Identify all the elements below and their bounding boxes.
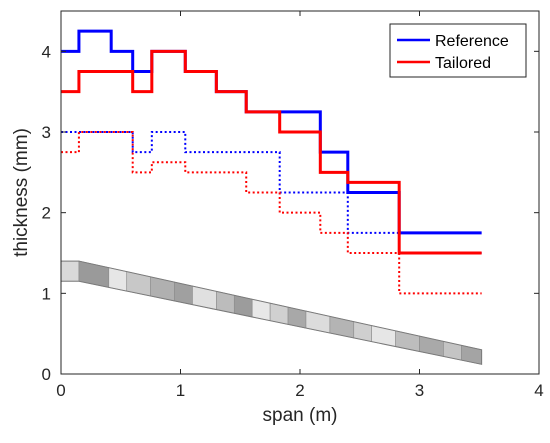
x-axis-label: span (m) xyxy=(263,405,338,426)
wing-panel-6 xyxy=(192,285,217,310)
legend: Reference Tailored xyxy=(389,23,527,78)
y-tick-label-2: 2 xyxy=(42,204,51,223)
legend-label-reference: Reference xyxy=(435,33,509,50)
y-tick-label-3: 3 xyxy=(42,123,51,142)
y-tick-label-1: 1 xyxy=(42,284,51,303)
wing-panel-13 xyxy=(329,315,355,339)
x-tick-label-2: 2 xyxy=(295,381,304,400)
x-tick-label-3: 3 xyxy=(415,381,424,400)
wing-panel-3 xyxy=(126,271,151,297)
x-tick-label-4: 4 xyxy=(534,381,543,400)
wing-panel-1 xyxy=(78,260,110,288)
wing-panel-0 xyxy=(60,260,80,282)
wing-panel-4 xyxy=(150,276,175,302)
y-tick-label-4: 4 xyxy=(42,42,51,61)
legend-box xyxy=(389,23,527,78)
wing-panel-19 xyxy=(461,344,482,365)
x-tick-label-1: 1 xyxy=(176,381,185,400)
x-tick-label-0: 0 xyxy=(56,381,65,400)
series-lines xyxy=(61,29,482,295)
axis-ticks: 0 1 2 3 4 0 1 2 3 4 xyxy=(42,11,544,400)
series-line-2 xyxy=(61,131,482,254)
wing-panel-12 xyxy=(305,310,331,334)
series-line-1 xyxy=(61,49,482,255)
y-axis-label: thickness (mm) xyxy=(11,128,32,257)
series-line-3 xyxy=(61,131,482,295)
y-tick-label-0: 0 xyxy=(42,365,51,384)
wing-outline xyxy=(60,260,483,365)
wing-panel-15 xyxy=(371,325,396,347)
legend-label-tailored: Tailored xyxy=(435,55,491,72)
